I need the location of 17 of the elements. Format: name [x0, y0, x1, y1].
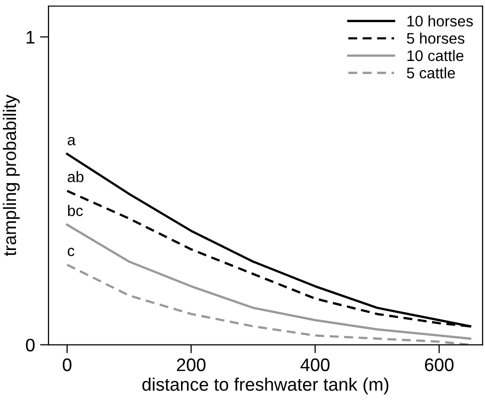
- y-tick-label: 1: [26, 31, 34, 44]
- x-tick-label: 400: [300, 358, 330, 372]
- annotation: c: [68, 248, 74, 256]
- x-tick-label: 600: [425, 358, 454, 372]
- legend-label: 10 horses: [407, 15, 473, 27]
- x-tick-label: 0: [62, 358, 72, 372]
- y-axis-title: trampling probability: [2, 94, 20, 256]
- legend-label: 10 cattle: [407, 50, 464, 62]
- annotation: ab: [68, 171, 84, 182]
- line-series: [66, 224, 472, 340]
- annotation: bc: [68, 204, 83, 216]
- line-series: [66, 264, 472, 345]
- legend-label: 5 horses: [406, 32, 464, 44]
- annotation: a: [68, 136, 76, 146]
- x-axis-title: distance to freshwater tank (m): [142, 378, 388, 394]
- legend-label: 5 cattle: [406, 67, 455, 78]
- x-tick-label: 200: [176, 358, 206, 372]
